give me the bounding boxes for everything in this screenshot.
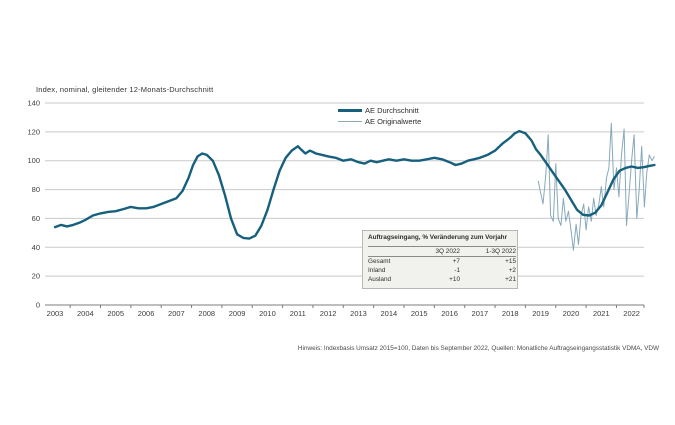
x-axis-labels: 2003 2004 2005 2006 2007 2008 2009 2010 2011 2012… — [47, 309, 640, 318]
series-original-line — [537, 122, 655, 251]
legend-label-average: AE Durchschnitt — [365, 106, 419, 115]
svg-text:2005: 2005 — [107, 309, 124, 318]
table-corner-cell — [368, 246, 418, 257]
svg-text:2006: 2006 — [138, 309, 155, 318]
table-col-header-q13: 1-3Q 2022 — [460, 246, 516, 257]
table-value-gesamt-q3: +7 — [452, 258, 460, 265]
svg-text:2004: 2004 — [77, 309, 94, 318]
y-axis-labels: 0 20 40 60 80 100 120 140 — [27, 99, 40, 310]
table-title: Auftragseingang, % Veränderung zum Vorja… — [368, 234, 508, 241]
svg-text:2022: 2022 — [623, 309, 640, 318]
legend-label-original: AE Originalwerte — [365, 117, 422, 126]
thick-line-swatch-icon — [338, 109, 362, 112]
svg-text:2007: 2007 — [168, 309, 185, 318]
chart-axis-title: Index, nominal, gleitender 12-Monats-Dur… — [36, 85, 214, 94]
svg-text:140: 140 — [27, 99, 40, 108]
svg-text:0: 0 — [36, 301, 40, 310]
svg-text:2015: 2015 — [411, 309, 428, 318]
table-col-header-q3: 3Q 2022 — [418, 246, 460, 257]
svg-text:2011: 2011 — [290, 309, 306, 318]
table-row-label-ausland: Ausland — [368, 276, 392, 283]
svg-text:2013: 2013 — [350, 309, 367, 318]
svg-text:2010: 2010 — [259, 309, 276, 318]
table-value-inland-q3: -1 — [454, 267, 460, 274]
svg-text:40: 40 — [32, 243, 40, 252]
order-intake-table: Auftragseingang, % Veränderung zum Vorja… — [362, 230, 518, 289]
source-footnote: Hinweis: Indexbasis Umsatz 2015=100, Dat… — [297, 345, 659, 352]
thin-line-swatch-icon — [338, 121, 362, 122]
svg-text:60: 60 — [32, 214, 40, 223]
svg-text:2008: 2008 — [198, 309, 215, 318]
table-value-inland-q13: +2 — [508, 267, 516, 274]
legend-item-average: AE Durchschnitt — [338, 105, 421, 116]
svg-text:2003: 2003 — [47, 309, 64, 318]
svg-text:2016: 2016 — [441, 309, 458, 318]
svg-text:100: 100 — [27, 156, 40, 165]
table-value-gesamt-q13: +15 — [505, 258, 516, 265]
x-axis — [45, 304, 645, 308]
chart-legend: AE Durchschnitt AE Originalwerte — [338, 105, 421, 127]
svg-text:2019: 2019 — [532, 309, 549, 318]
svg-text:2017: 2017 — [472, 309, 489, 318]
table-row-label-gesamt: Gesamt — [368, 258, 391, 265]
svg-text:2018: 2018 — [502, 309, 519, 318]
table-row-label-inland: Inland — [368, 267, 386, 274]
series-average-line — [53, 129, 656, 240]
svg-text:80: 80 — [32, 185, 40, 194]
svg-text:2012: 2012 — [320, 309, 337, 318]
svg-text:20: 20 — [32, 272, 40, 281]
svg-text:2009: 2009 — [229, 309, 246, 318]
svg-text:2020: 2020 — [563, 309, 580, 318]
table-value-ausland-q13: +21 — [505, 276, 516, 283]
svg-text:2014: 2014 — [381, 309, 398, 318]
gridlines — [45, 102, 644, 277]
table-value-ausland-q3: +10 — [449, 276, 460, 283]
legend-item-original: AE Originalwerte — [338, 116, 421, 127]
svg-text:2021: 2021 — [593, 309, 610, 318]
svg-text:120: 120 — [27, 127, 40, 136]
